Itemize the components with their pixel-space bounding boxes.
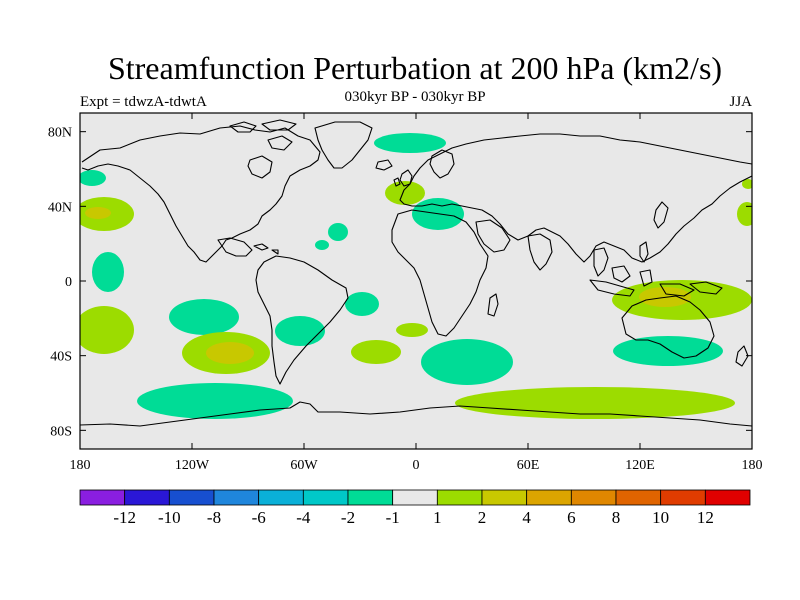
colorbar-label: 10	[652, 508, 669, 527]
colorbar-label: 4	[522, 508, 531, 527]
coastline-india	[527, 233, 553, 271]
contour-fill	[396, 323, 428, 337]
colorbar-swatch	[704, 489, 751, 506]
contour-fill	[374, 133, 446, 153]
contour-fill	[169, 299, 239, 335]
colorbar-label: 12	[697, 508, 714, 527]
y-tick-label: 80S	[50, 424, 72, 439]
experiment-label: Expt = tdwzA-tdwtA	[80, 94, 207, 110]
y-tick-label: 0	[65, 275, 72, 290]
y-tick-label: 40N	[48, 200, 72, 215]
coastline-new-guinea	[689, 281, 723, 295]
coastline-gulf-of-mexico	[217, 237, 253, 257]
contour-fill	[80, 170, 106, 186]
coastline-philippines	[639, 241, 649, 263]
coastline-north-america	[81, 125, 321, 263]
x-tick-label: 120E	[625, 458, 655, 473]
contour-fill	[351, 340, 401, 364]
coastline-africa	[391, 209, 489, 337]
colorbar-swatch	[660, 489, 706, 506]
colorbar-swatch	[615, 489, 662, 506]
colorbar-label: -1	[386, 508, 400, 527]
contour-fill	[85, 207, 111, 219]
contour-fill	[455, 387, 735, 419]
colorbar-label: -6	[252, 508, 266, 527]
colorbar-label: 8	[612, 508, 621, 527]
contour-fill	[137, 383, 293, 419]
coastline-indonesia	[589, 265, 695, 297]
y-tick-label: 40S	[50, 350, 72, 365]
contour-fill	[613, 336, 723, 366]
contour-fill	[315, 240, 329, 250]
plot-subtitle: 030kyr BP - 030kyr BP	[344, 89, 486, 105]
colorbar-label: 1	[433, 508, 442, 527]
x-tick-label: 120W	[175, 458, 210, 473]
plot-title: Streamfunction Perturbation at 200 hPa (…	[107, 50, 723, 86]
x-tick-label: 60W	[290, 458, 318, 473]
contour-fill	[275, 316, 325, 346]
contour-fill	[80, 306, 134, 354]
colorbar-swatch	[258, 489, 304, 506]
coastline-new-zealand	[735, 345, 749, 367]
coastline-scandinavia	[429, 149, 455, 179]
contour-fill	[385, 181, 425, 205]
colorbar-swatch	[347, 489, 394, 506]
colorbar-swatch	[481, 489, 528, 506]
coastline-arctic-islands	[229, 119, 297, 151]
coastline-hudson-bay	[247, 155, 273, 179]
colorbar-label: -2	[341, 508, 355, 527]
coastline-eurasia	[399, 133, 752, 263]
season-label: JJA	[729, 94, 752, 110]
colorbar-swatch	[168, 489, 215, 506]
x-tick-label: 60E	[517, 458, 540, 473]
contour-fill	[421, 339, 513, 385]
coastlines	[80, 119, 752, 427]
colorbar-label: -4	[296, 508, 311, 527]
coastline-southeast-asia	[593, 247, 609, 277]
contour-fill	[345, 292, 379, 316]
colorbar-swatch	[436, 489, 483, 506]
axis-ticks: 180 120W 60W 0 60E 120E 180 80N 40N 0 40S 80S	[48, 113, 763, 473]
contour-fill	[92, 252, 124, 292]
x-tick-label: 0	[413, 458, 420, 473]
colorbar-swatch	[213, 489, 260, 506]
y-tick-label: 80N	[48, 126, 72, 141]
colorbar-label: -10	[158, 508, 181, 527]
colorbar-swatch	[302, 489, 349, 506]
coastline-caribbean	[253, 243, 279, 255]
coastline-madagascar	[487, 293, 499, 317]
contour-fill	[206, 342, 254, 364]
colorbar-swatch	[570, 489, 617, 506]
colorbar-swatch	[526, 489, 572, 506]
colorbar-swatch	[392, 489, 438, 506]
colorbar: -12 -10 -8 -6 -4 -2 -1 1 2 4 6 8 10 12	[79, 489, 751, 527]
x-tick-label: 180	[70, 458, 91, 473]
coastline-japan	[653, 201, 669, 229]
x-tick-label: 180	[742, 458, 763, 473]
colorbar-swatch	[124, 489, 170, 506]
contour-fill	[328, 223, 348, 241]
coastline-greenland	[314, 121, 373, 169]
coastline-british-isles	[393, 169, 413, 187]
coastline-iceland	[375, 159, 393, 171]
contour-fill	[742, 179, 752, 189]
coastline-antarctica	[80, 401, 752, 427]
colorbar-label: 6	[567, 508, 576, 527]
colorbar-label: -8	[207, 508, 221, 527]
contour-fill	[737, 202, 752, 226]
contour-fills	[80, 133, 752, 419]
coastline-australia	[621, 295, 715, 359]
coastline-south-america	[255, 255, 349, 385]
colorbar-label: -12	[113, 508, 136, 527]
coastline-arabia	[475, 219, 511, 253]
colorbar-swatch	[79, 489, 126, 506]
colorbar-label: 2	[478, 508, 487, 527]
